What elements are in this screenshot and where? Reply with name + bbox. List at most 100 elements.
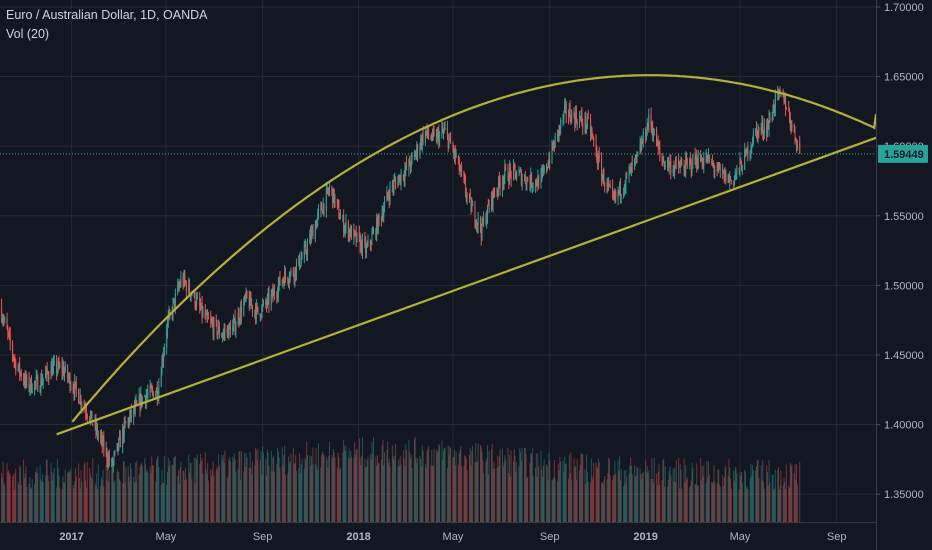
volume-bar xyxy=(714,481,716,522)
candle-body xyxy=(57,362,59,371)
candle-body xyxy=(793,124,795,127)
volume-bar xyxy=(191,478,193,522)
volume-bar xyxy=(419,455,421,522)
candle-body xyxy=(6,318,8,330)
volume-bar xyxy=(24,473,26,522)
candle-body xyxy=(659,147,661,154)
candle-body xyxy=(569,108,571,119)
candle-body xyxy=(524,176,526,184)
volume-bar xyxy=(51,471,53,522)
candle-body xyxy=(290,269,292,273)
volume-bar xyxy=(631,473,633,522)
volume-bar xyxy=(111,464,113,522)
volume-bar xyxy=(564,456,566,522)
volume-bar xyxy=(111,468,113,522)
candle-body xyxy=(282,279,284,281)
volume-bar xyxy=(483,473,485,522)
volume-bars xyxy=(1,436,801,522)
candle-body xyxy=(668,163,670,168)
candle-body xyxy=(471,205,473,212)
candle-body xyxy=(413,153,415,157)
volume-bar xyxy=(774,469,776,522)
volume-bar xyxy=(211,476,213,522)
candle-body xyxy=(766,126,768,134)
volume-bar xyxy=(317,443,319,522)
volume-bar xyxy=(519,448,521,522)
y-tick-label: 1.70000 xyxy=(884,2,924,14)
volume-bar xyxy=(278,457,280,522)
candle-body xyxy=(218,326,220,336)
volume-bar xyxy=(637,467,639,522)
volume-bar xyxy=(496,467,498,522)
candle-body xyxy=(122,428,124,438)
candle-body xyxy=(619,183,621,197)
candle-body xyxy=(37,376,39,392)
volume-bar xyxy=(431,465,433,522)
candle-body xyxy=(100,436,102,438)
volume-bar xyxy=(465,458,467,522)
volume-bar xyxy=(97,488,99,522)
volume-bar xyxy=(415,458,417,522)
candle-body xyxy=(299,265,301,268)
candle-body xyxy=(232,325,234,335)
volume-bar xyxy=(472,445,474,522)
candle-body xyxy=(487,204,489,207)
candle-body xyxy=(516,175,518,179)
candle-body xyxy=(119,435,121,439)
volume-bar xyxy=(409,451,411,522)
volume-bar xyxy=(238,451,240,522)
candle-body xyxy=(246,291,248,298)
y-tick-label: 1.65000 xyxy=(884,72,924,84)
volume-bar xyxy=(300,464,302,522)
volume-bar xyxy=(537,453,539,522)
candle-body xyxy=(716,170,718,172)
volume-bar xyxy=(428,446,430,522)
candle-body xyxy=(338,204,340,219)
candle-body xyxy=(75,382,77,390)
volume-bar xyxy=(580,452,582,522)
candle-body xyxy=(52,365,54,376)
candle-body xyxy=(130,410,132,417)
volume-bar xyxy=(133,482,135,522)
candle-body xyxy=(388,196,390,201)
volume-bar xyxy=(344,451,346,522)
candle-body xyxy=(601,159,603,181)
candle-body xyxy=(118,438,120,450)
candle-body xyxy=(443,129,445,132)
volume-bar xyxy=(400,464,402,522)
candle-body xyxy=(150,385,152,389)
candle-body xyxy=(111,460,113,462)
volume-bar xyxy=(246,457,248,522)
candle-body xyxy=(728,174,730,182)
volume-bar xyxy=(645,460,647,522)
volume-bar xyxy=(602,484,604,522)
candle-body xyxy=(328,188,330,193)
volume-bar xyxy=(293,464,295,522)
volume-bar xyxy=(794,464,796,522)
candle-body xyxy=(708,154,710,163)
candle-body xyxy=(47,372,49,378)
candle-body xyxy=(245,291,247,298)
candle-body xyxy=(196,297,198,299)
candle-body xyxy=(124,421,126,423)
candle-body xyxy=(490,192,492,210)
candle-body xyxy=(224,330,226,333)
candle-body xyxy=(312,228,314,240)
volume-bar xyxy=(48,481,50,522)
trendline-drawings[interactable] xyxy=(56,74,878,436)
candle-body xyxy=(262,304,264,307)
candle-body xyxy=(618,190,620,192)
volume-bar xyxy=(351,456,353,522)
candle-body xyxy=(367,240,369,246)
candle-body xyxy=(679,165,681,169)
candle-body xyxy=(184,274,186,282)
volume-bar xyxy=(256,460,258,522)
candle-body xyxy=(20,372,22,378)
x-tick-label: 2018 xyxy=(346,531,370,543)
candle-body xyxy=(527,178,529,182)
volume-bar xyxy=(2,461,4,522)
candle-body xyxy=(468,194,470,196)
volume-bar xyxy=(469,447,471,522)
volume-bar xyxy=(339,469,341,522)
